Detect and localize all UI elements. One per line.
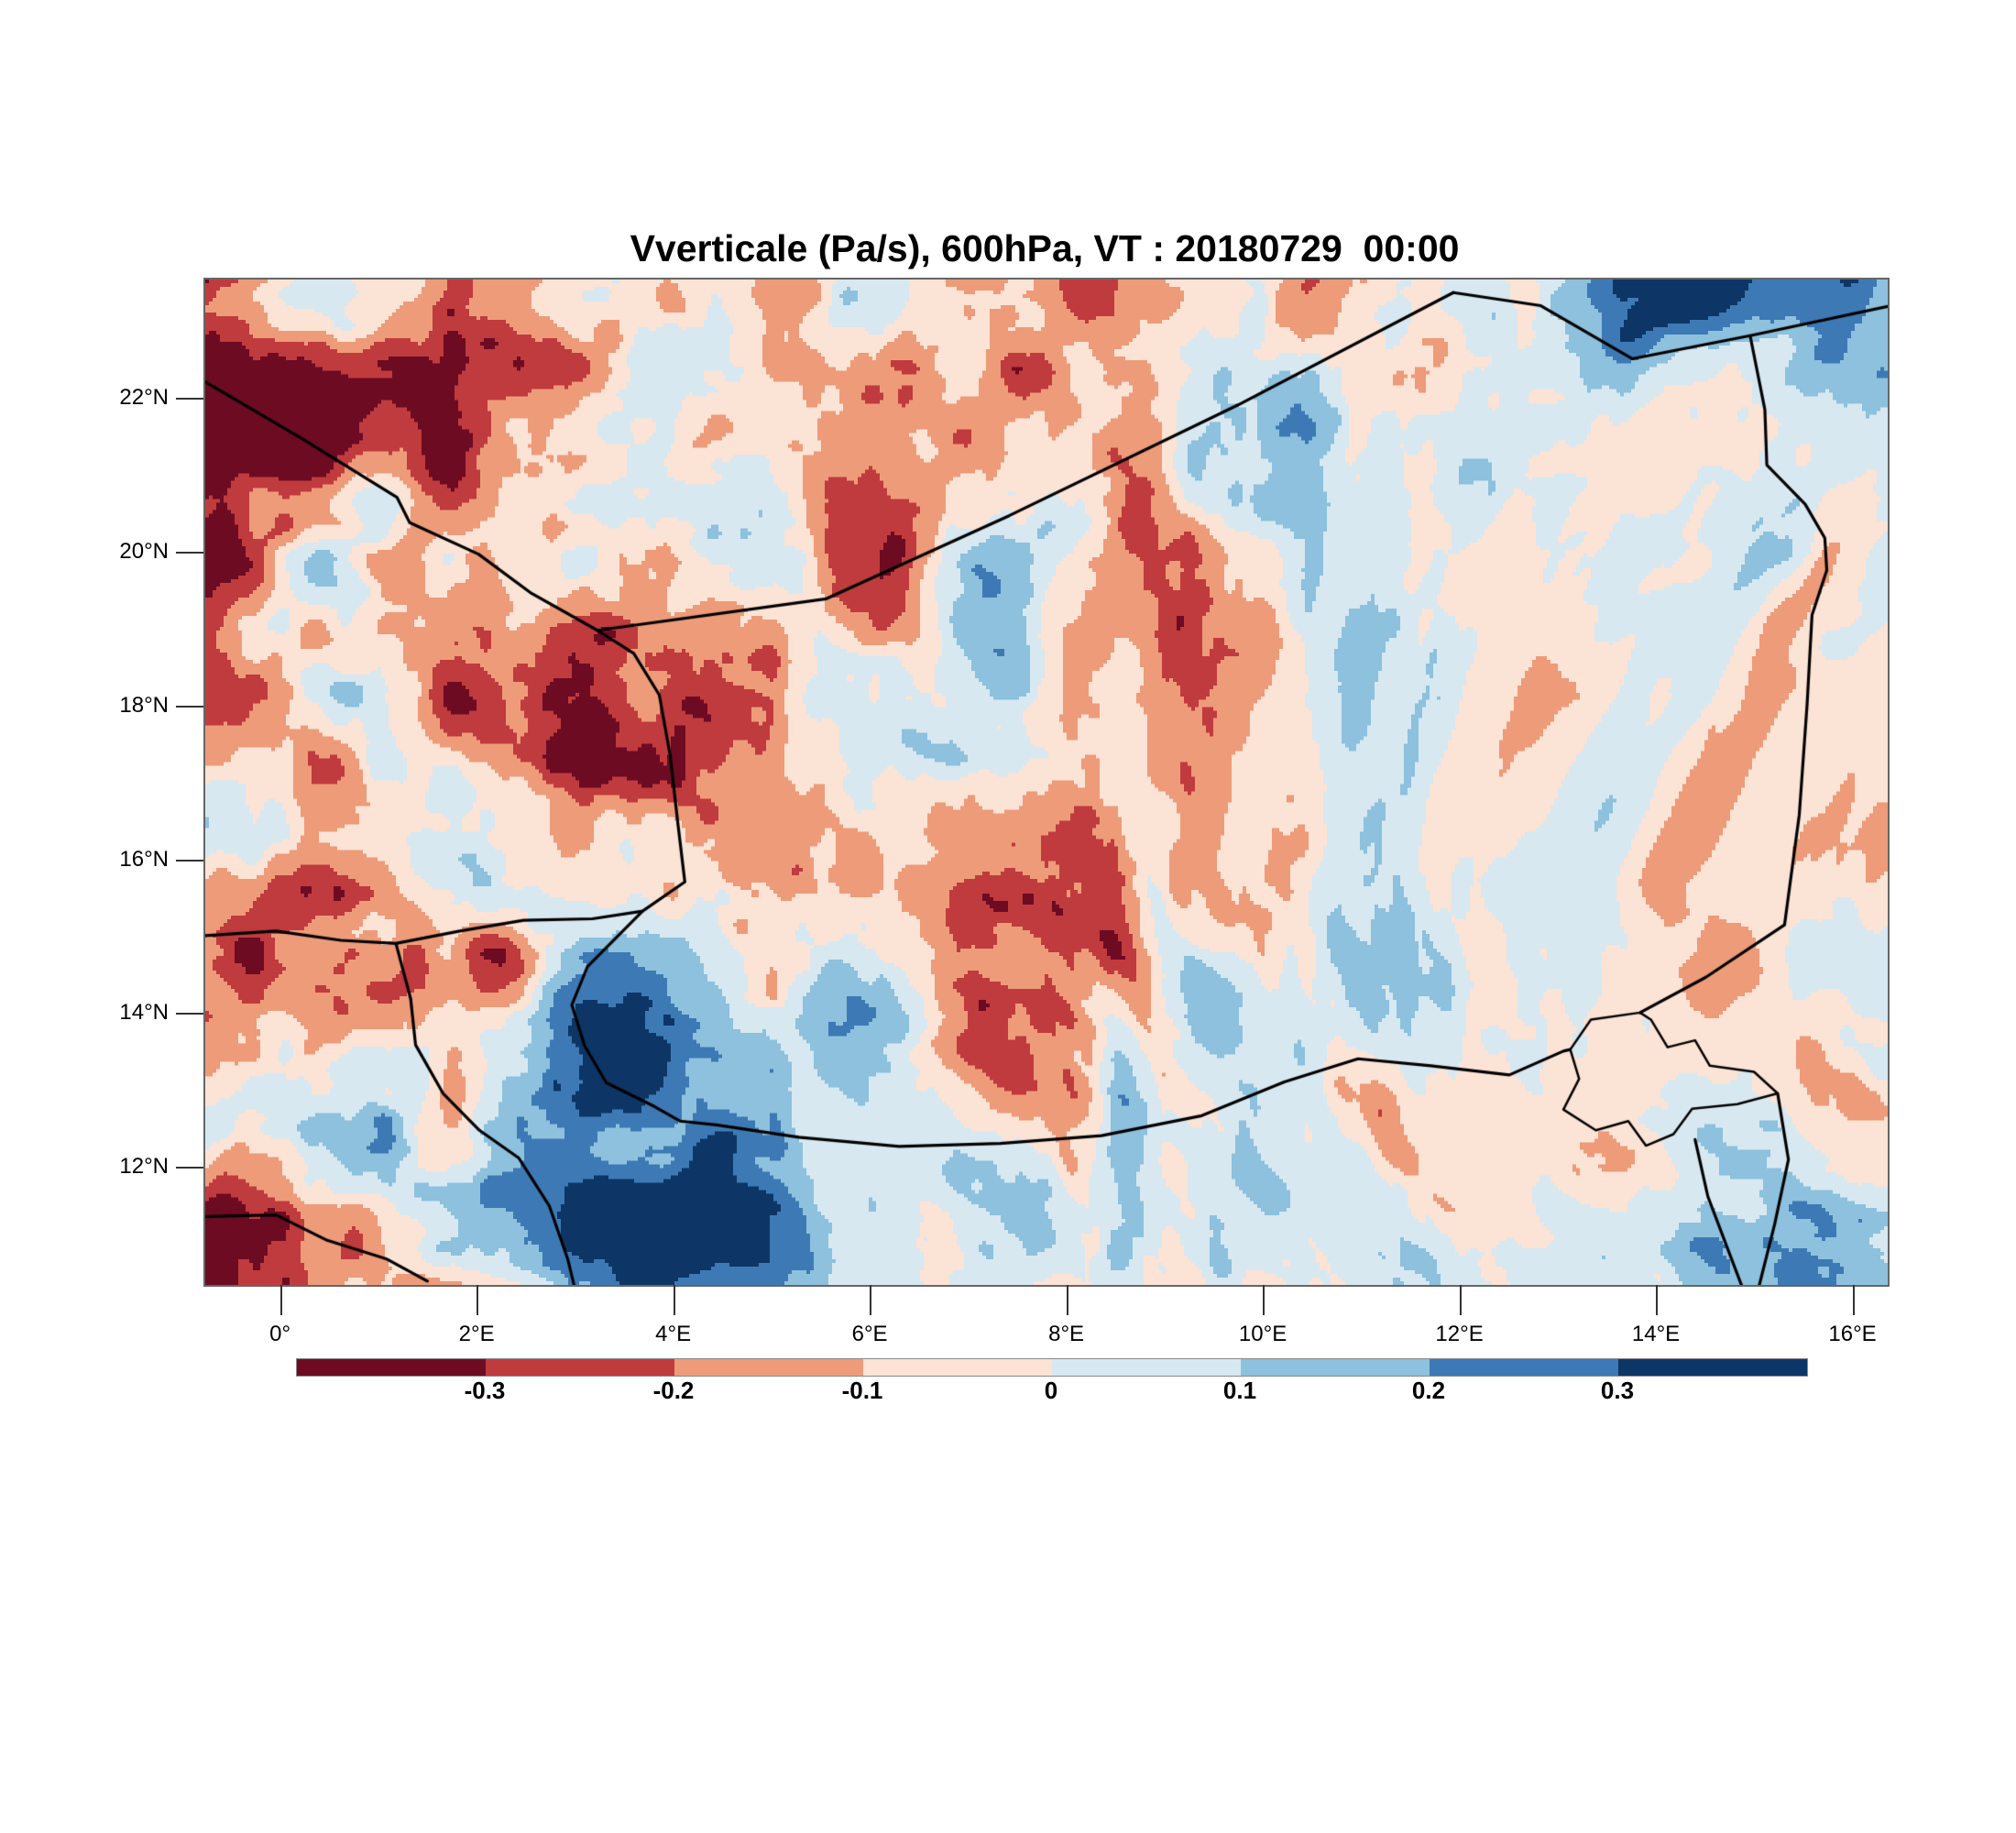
country-borders-canvas xyxy=(205,280,1888,1285)
colorbar-tick-label: -0.3 xyxy=(464,1377,506,1404)
map-plot-area xyxy=(203,278,1890,1287)
colorbar-segment xyxy=(1430,1359,1618,1376)
x-axis-label: 10°E xyxy=(1238,1322,1287,1346)
colorbar-tick-label: 0.2 xyxy=(1411,1377,1446,1404)
colorbar-segment xyxy=(1618,1359,1807,1376)
y-axis-label: 16°N xyxy=(119,846,169,872)
x-axis-tick xyxy=(673,1285,675,1315)
x-axis-label: 14°E xyxy=(1631,1322,1681,1346)
x-axis-tick xyxy=(279,1285,282,1315)
colorbar-tick-label: 0.3 xyxy=(1600,1377,1635,1404)
colorbar-tick-label: -0.2 xyxy=(652,1377,695,1404)
x-axis-tick xyxy=(1263,1285,1265,1315)
x-axis-label: 8°E xyxy=(1048,1322,1085,1346)
x-axis-label: 4°E xyxy=(655,1322,692,1346)
x-axis-label: 2°E xyxy=(458,1322,495,1346)
x-axis-label: 0° xyxy=(269,1322,291,1346)
y-axis-tick xyxy=(176,1167,203,1169)
x-axis-tick xyxy=(1656,1285,1659,1315)
chart-title: Vverticale (Pa/s), 600hPa, VT : 20180729… xyxy=(630,227,1460,269)
colorbar-segment xyxy=(1052,1359,1241,1376)
x-axis-label: 16°E xyxy=(1828,1322,1877,1346)
y-axis-tick xyxy=(176,859,203,862)
y-axis-label: 20°N xyxy=(119,538,169,564)
x-axis-tick xyxy=(477,1285,479,1315)
colorbar-segment xyxy=(297,1359,486,1376)
x-axis-tick xyxy=(870,1285,872,1315)
y-axis-label: 22°N xyxy=(119,384,169,410)
colorbar-segment xyxy=(486,1359,674,1376)
colorbar-segment xyxy=(1241,1359,1430,1376)
y-axis-tick xyxy=(176,397,203,400)
colorbar-tick-label: -0.1 xyxy=(841,1377,883,1404)
y-axis-label: 18°N xyxy=(119,692,169,718)
colorbar-tick-label: 0 xyxy=(1044,1377,1058,1404)
colorbar-segment xyxy=(863,1359,1052,1376)
colorbar-segment xyxy=(674,1359,863,1376)
x-axis-tick xyxy=(1066,1285,1068,1315)
y-axis-label: 14°N xyxy=(119,1000,169,1026)
x-axis-tick xyxy=(1852,1285,1855,1315)
x-axis-label: 12°E xyxy=(1435,1322,1484,1346)
x-axis-tick xyxy=(1459,1285,1462,1315)
colorbar-tick-label: 0.1 xyxy=(1222,1377,1257,1404)
x-axis-label: 6°E xyxy=(851,1322,888,1346)
y-axis-tick xyxy=(176,551,203,554)
colorbar xyxy=(296,1358,1808,1377)
y-axis-tick xyxy=(176,1013,203,1015)
y-axis-label: 12°N xyxy=(119,1154,169,1180)
y-axis-tick xyxy=(176,705,203,708)
